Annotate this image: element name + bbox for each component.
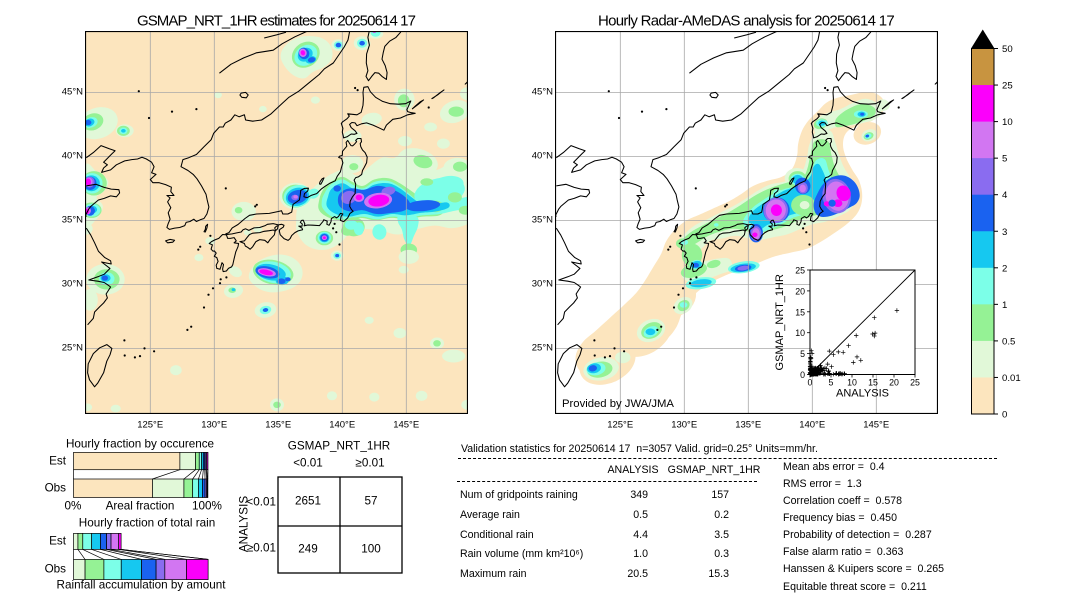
svg-text:50: 50	[1002, 44, 1013, 55]
svg-text:2: 2	[1002, 263, 1007, 274]
svg-text:20: 20	[795, 286, 805, 296]
svg-text:0: 0	[800, 370, 805, 380]
svg-text:GSMAP_NRT_1HR: GSMAP_NRT_1HR	[774, 274, 786, 370]
svg-text:0.01: 0.01	[1002, 373, 1021, 384]
svg-text:0: 0	[808, 378, 813, 388]
svg-text:15: 15	[868, 378, 878, 388]
svg-text:1: 1	[1002, 300, 1007, 311]
svg-text:25: 25	[910, 378, 920, 388]
svg-text:3: 3	[1002, 227, 1007, 238]
svg-text:20: 20	[889, 378, 899, 388]
svg-text:0.5: 0.5	[1002, 336, 1015, 347]
svg-text:10: 10	[1002, 117, 1013, 128]
svg-text:ANALYSIS: ANALYSIS	[836, 388, 889, 400]
svg-text:5: 5	[829, 378, 834, 388]
svg-text:4: 4	[1002, 190, 1008, 201]
svg-text:0: 0	[1002, 410, 1007, 421]
svg-text:5: 5	[1002, 154, 1007, 165]
svg-text:25: 25	[795, 266, 805, 276]
svg-text:5: 5	[800, 349, 805, 359]
svg-text:10: 10	[795, 328, 805, 338]
svg-text:15: 15	[795, 307, 805, 317]
svg-text:10: 10	[847, 378, 857, 388]
svg-text:25: 25	[1002, 81, 1013, 92]
svg-text:Provided by JWA/JMA: Provided by JWA/JMA	[562, 398, 674, 410]
